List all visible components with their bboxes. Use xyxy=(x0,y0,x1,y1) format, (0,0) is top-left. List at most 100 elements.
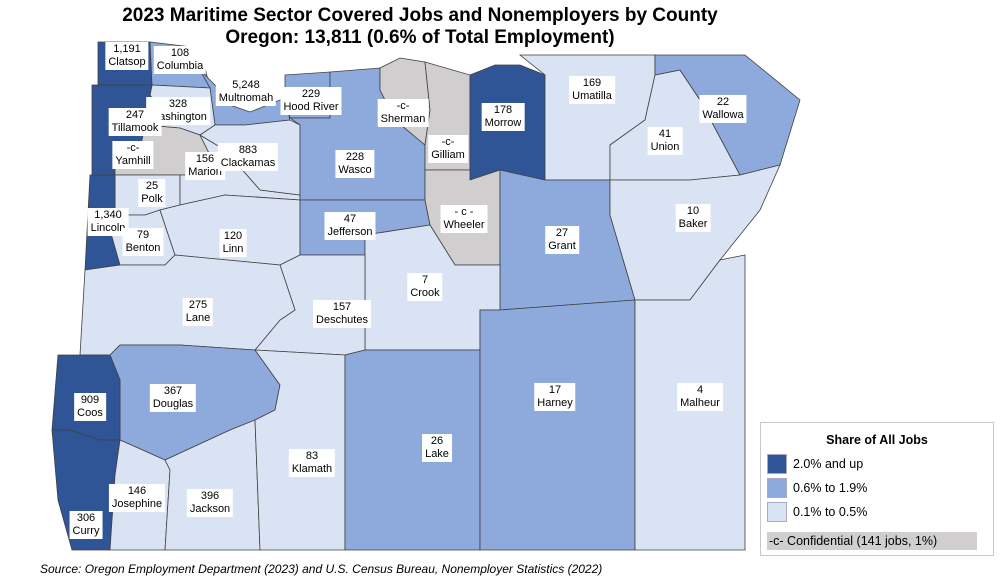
county-name: Malheur xyxy=(680,397,720,409)
county-value: 883 xyxy=(238,144,258,156)
county-value: 909 xyxy=(80,394,100,406)
county-label-lane: 275 Lane xyxy=(182,298,214,326)
county-label-coos: 909 Coos xyxy=(74,393,106,421)
county-name: Grant xyxy=(548,240,576,252)
county-label-wallowa: 22 Wallowa xyxy=(699,95,747,123)
legend-item-high: 2.0% and up xyxy=(767,454,863,474)
county-label-morrow: 178 Morrow xyxy=(481,103,525,131)
county-name: Morrow xyxy=(484,117,522,129)
county-name: Lake xyxy=(425,448,449,460)
legend-swatch xyxy=(767,502,787,522)
county-value: 169 xyxy=(582,77,602,89)
legend-label: 0.1% to 0.5% xyxy=(793,505,868,519)
county-name: Coos xyxy=(77,407,103,419)
county-name: Jackson xyxy=(189,503,231,515)
legend-swatch xyxy=(767,478,787,498)
county-value: 83 xyxy=(305,450,319,462)
county-name: Multnomah xyxy=(218,92,274,104)
county-value: 1,191 xyxy=(113,43,141,55)
map-title: 2023 Maritime Sector Covered Jobs and No… xyxy=(122,5,718,26)
county-name: Linn xyxy=(222,243,244,255)
county-name: Deschutes xyxy=(316,314,368,326)
county-value: 25 xyxy=(145,180,159,192)
county-label-benton: 79 Benton xyxy=(122,228,164,256)
county-label-grant: 27 Grant xyxy=(545,226,579,254)
county-value: 4 xyxy=(696,384,704,396)
county-value: 328 xyxy=(168,98,188,110)
county-label-jackson: 396 Jackson xyxy=(186,489,234,517)
county-name: Klamath xyxy=(291,463,333,475)
legend-swatch xyxy=(767,454,787,474)
county-label-malheur: 4 Malheur xyxy=(677,383,723,411)
county-name: Benton xyxy=(125,242,161,254)
county-name: Clatsop xyxy=(108,56,146,68)
county-label-deschutes: 157 Deschutes xyxy=(313,300,371,328)
county-name: Wheeler xyxy=(443,219,485,231)
county-name: Sherman xyxy=(380,113,426,125)
county-name: Hood River xyxy=(283,101,339,113)
county-name: Wasco xyxy=(338,164,372,176)
county-name: Columbia xyxy=(156,60,204,72)
legend-title: Share of All Jobs xyxy=(826,433,928,447)
county-label-tillamook: 247 Tillamook xyxy=(108,108,162,136)
map-subtitle: Oregon: 13,811 (0.6% of Total Employment… xyxy=(225,27,615,48)
county-label-lincoln: 1,340 Lincoln xyxy=(87,208,129,236)
county-name: Gilliam xyxy=(431,149,465,161)
county-value: - c - xyxy=(454,206,474,218)
county-value: 1,340 xyxy=(94,209,122,221)
county-label-wasco: 228 Wasco xyxy=(335,150,375,178)
legend-label: 0.6% to 1.9% xyxy=(793,481,868,495)
legend-item-mid: 0.6% to 1.9% xyxy=(767,478,867,498)
county-harney xyxy=(479,299,636,551)
county-label-union: 41 Union xyxy=(647,127,683,155)
county-value: 47 xyxy=(343,213,357,225)
legend-confidential: -c- Confidential (141 jobs, 1%) xyxy=(767,532,977,550)
legend-item-low: 0.1% to 0.5% xyxy=(767,502,867,522)
county-lake xyxy=(344,349,481,551)
county-label-jefferson: 47 Jefferson xyxy=(324,212,376,240)
county-value: 367 xyxy=(163,385,183,397)
county-value: 120 xyxy=(223,230,243,242)
county-value: 247 xyxy=(125,109,145,121)
county-value: 178 xyxy=(493,104,513,116)
county-name: Baker xyxy=(678,218,708,230)
county-value: 7 xyxy=(421,274,429,286)
county-label-curry: 306 Curry xyxy=(69,511,103,539)
county-name: Curry xyxy=(72,525,100,537)
county-baker xyxy=(609,164,781,301)
source-note: Source: Oregon Employment Department (20… xyxy=(40,562,603,576)
county-value: 157 xyxy=(332,301,352,313)
county-label-multnomah: 5,248 Multnomah xyxy=(215,78,277,106)
county-name: Umatilla xyxy=(572,90,612,102)
county-value: 27 xyxy=(555,227,569,239)
county-name: Union xyxy=(650,141,680,153)
county-name: Lane xyxy=(185,312,211,324)
county-label-sherman: -c- Sherman xyxy=(377,99,429,127)
county-label-gilliam: -c- Gilliam xyxy=(428,135,468,163)
legend-label: 2.0% and up xyxy=(793,457,864,471)
county-value: 146 xyxy=(127,485,147,497)
county-label-douglas: 367 Douglas xyxy=(149,384,197,412)
county-name: Marion xyxy=(188,166,222,178)
county-label-columbia: 108 Columbia xyxy=(153,46,207,74)
county-label-crook: 7 Crook xyxy=(407,273,443,301)
county-value: 229 xyxy=(301,88,321,100)
county-label-polk: 25 Polk xyxy=(138,179,166,207)
county-label-josephine: 146 Josephine xyxy=(108,484,166,512)
legend: Share of All Jobs 2.0% and up 0.6% to 1.… xyxy=(760,422,994,556)
county-value: 108 xyxy=(170,47,190,59)
county-label-klamath: 83 Klamath xyxy=(288,449,336,477)
county-name: Polk xyxy=(141,193,163,205)
county-value: 396 xyxy=(200,490,220,502)
county-value: 10 xyxy=(686,205,700,217)
county-value: 79 xyxy=(136,229,150,241)
county-name: Wallowa xyxy=(702,109,744,121)
county-label-lake: 26 Lake xyxy=(422,434,452,462)
county-name: Harney xyxy=(537,397,573,409)
county-value: -c- xyxy=(396,100,410,112)
county-name: Washington xyxy=(149,111,207,123)
county-value: 306 xyxy=(76,512,96,524)
county-name: Yamhill xyxy=(115,155,151,167)
county-name: Tillamook xyxy=(111,122,159,134)
county-label-harney: 17 Harney xyxy=(534,383,576,411)
